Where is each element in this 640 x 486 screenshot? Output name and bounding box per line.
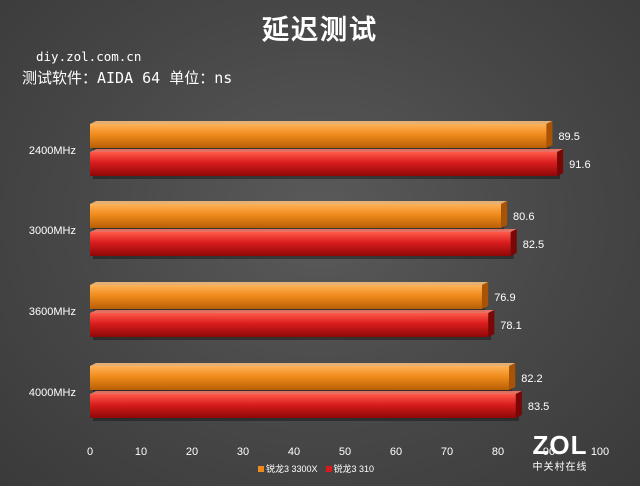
bar-top-face	[90, 229, 517, 232]
bar-4000MHz-series-1	[90, 391, 522, 421]
bar-rect	[90, 204, 502, 228]
category-label-4000MHz: 4000MHz	[29, 387, 76, 399]
data-label-4000MHz-series-1: 83.5	[528, 401, 549, 413]
x-tick-label-40: 40	[288, 446, 300, 458]
bar-side-face	[546, 121, 553, 148]
x-tick-label-100: 100	[591, 446, 609, 458]
bar-rect	[90, 285, 483, 309]
category-label-3600MHz: 3600MHz	[29, 306, 76, 318]
category-label-2400MHz: 2400MHz	[29, 145, 76, 157]
logo-brand-text: ZOL	[532, 430, 588, 460]
bar-side-face	[515, 391, 522, 418]
chart-title: 延迟测试	[262, 15, 378, 46]
x-tick-label-80: 80	[492, 446, 504, 458]
x-tick-label-0: 0	[87, 446, 93, 458]
zol-logo: ZOL 中关村在线	[522, 432, 598, 473]
bar-4000MHz-series-0	[90, 363, 516, 393]
bar-3600MHz-series-0	[90, 282, 489, 312]
legend-swatch-series-0	[258, 465, 264, 472]
category-label-3000MHz: 3000MHz	[29, 225, 76, 237]
bar-side-face	[488, 310, 495, 337]
legend-swatch-series-1	[325, 465, 332, 472]
data-label-2400MHz-series-0: 89.5	[558, 131, 579, 143]
bar-rect	[90, 152, 558, 176]
bar-rect	[90, 313, 489, 337]
bar-3000MHz-series-0	[90, 201, 508, 231]
bar-top-face	[90, 282, 489, 285]
chart-subtitle: 测试软件：AIDA 64 单位：ns	[22, 69, 233, 87]
data-label-3000MHz-series-0: 80.6	[513, 211, 534, 223]
legend-item-series-0: 锐龙3 3300X	[258, 462, 318, 475]
bar-side-face	[482, 282, 489, 309]
bar-2400MHz-series-1	[90, 149, 564, 179]
x-tick-label-70: 70	[441, 446, 453, 458]
bar-3600MHz-series-1	[90, 310, 495, 340]
logo-sub-text: 中关村在线	[532, 462, 588, 473]
legend: 锐龙3 3300X 锐龙3 310	[258, 462, 374, 475]
bar-top-face	[90, 121, 553, 124]
bar-rect	[90, 366, 510, 390]
bar-top-face	[90, 310, 495, 313]
bar-rect	[90, 394, 516, 418]
bar-side-face	[501, 201, 508, 228]
legend-item-series-1: 锐龙3 310	[325, 462, 375, 475]
data-label-3600MHz-series-0: 76.9	[494, 292, 515, 304]
legend-label-series-0: 锐龙3 3300X	[266, 464, 318, 474]
bar-top-face	[90, 149, 564, 152]
x-tick-label-10: 10	[135, 446, 147, 458]
bar-rect	[90, 232, 511, 256]
bar-top-face	[90, 363, 516, 366]
x-tick-label-60: 60	[390, 446, 402, 458]
source-url: diy.zol.com.cn	[36, 49, 142, 64]
bar-top-face	[90, 391, 522, 394]
legend-label-series-1: 锐龙3 310	[333, 464, 375, 474]
bar-side-face	[557, 149, 564, 176]
data-label-4000MHz-series-0: 82.2	[521, 373, 542, 385]
data-label-2400MHz-series-1: 91.6	[569, 159, 590, 171]
x-tick-label-20: 20	[186, 446, 198, 458]
x-tick-label-90: 90	[543, 446, 555, 458]
bar-side-face	[509, 363, 516, 390]
bar-rect	[90, 124, 547, 148]
bar-side-face	[510, 229, 517, 256]
bar-3000MHz-series-1	[90, 229, 517, 259]
x-tick-label-50: 50	[339, 446, 351, 458]
bar-2400MHz-series-0	[90, 121, 553, 151]
x-tick-label-30: 30	[237, 446, 249, 458]
data-label-3000MHz-series-1: 82.5	[523, 239, 544, 251]
bar-top-face	[90, 201, 508, 204]
data-label-3600MHz-series-1: 78.1	[500, 320, 521, 332]
